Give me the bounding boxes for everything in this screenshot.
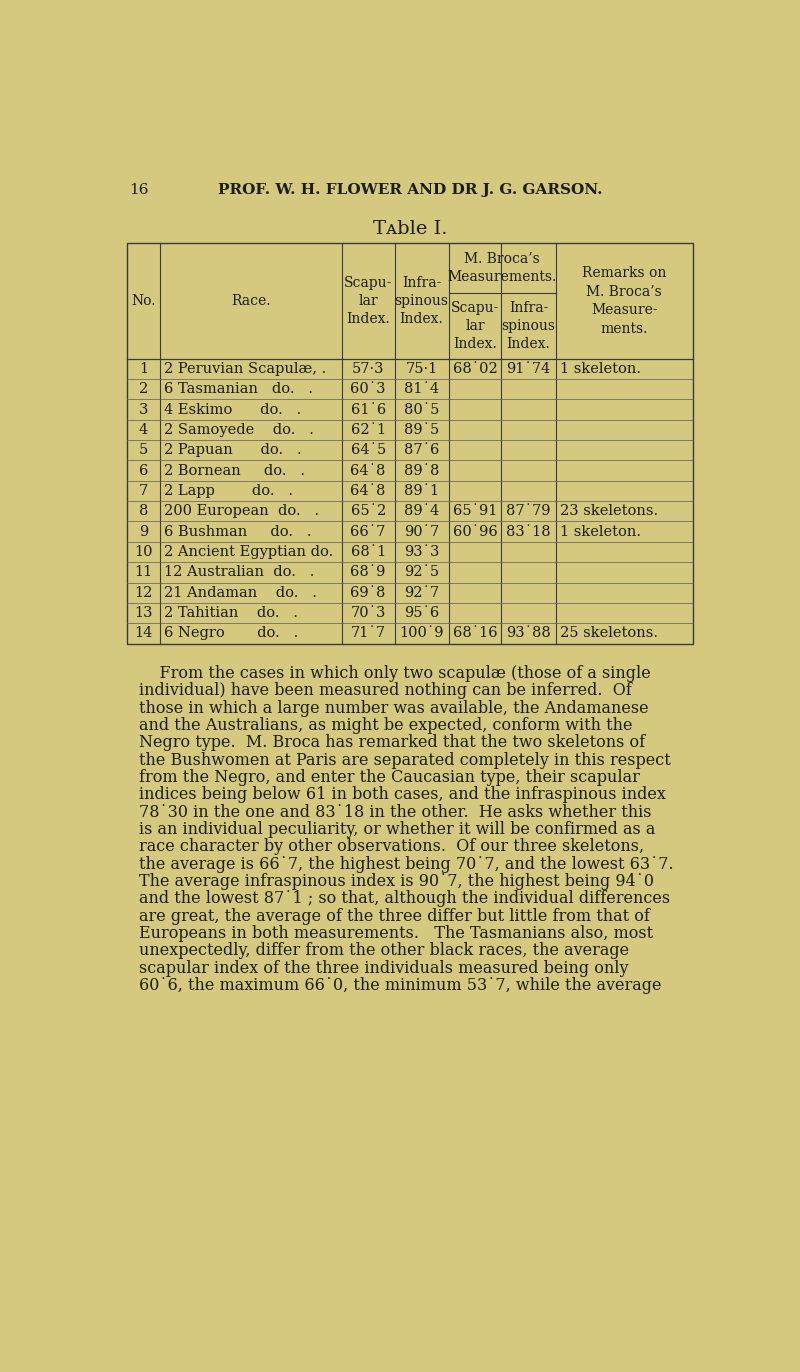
Text: 9: 9 bbox=[138, 524, 148, 539]
Text: 62˙1: 62˙1 bbox=[350, 423, 386, 436]
Text: 11: 11 bbox=[134, 565, 153, 579]
Text: 5: 5 bbox=[138, 443, 148, 457]
Text: race character by other observations.  Of our three skeletons,: race character by other observations. Of… bbox=[138, 838, 644, 855]
Text: 66˙7: 66˙7 bbox=[350, 524, 386, 539]
Text: 75·1: 75·1 bbox=[406, 362, 438, 376]
Text: 68˙9: 68˙9 bbox=[350, 565, 386, 579]
Text: 2 Tahitian    do.   .: 2 Tahitian do. . bbox=[163, 606, 298, 620]
Text: 60˙6, the maximum 66˙0, the minimum 53˙7, while the average: 60˙6, the maximum 66˙0, the minimum 53˙7… bbox=[138, 977, 662, 993]
Text: 64˙5: 64˙5 bbox=[350, 443, 386, 457]
Text: No.: No. bbox=[131, 294, 156, 307]
Text: 69˙8: 69˙8 bbox=[350, 586, 386, 600]
Text: 6 Bushman     do.   .: 6 Bushman do. . bbox=[163, 524, 311, 539]
Text: 65˙91: 65˙91 bbox=[453, 505, 498, 519]
Text: 92˙7: 92˙7 bbox=[404, 586, 439, 600]
Text: 3: 3 bbox=[138, 402, 148, 417]
Text: 89˙5: 89˙5 bbox=[404, 423, 439, 436]
Text: scapular index of the three individuals measured being only: scapular index of the three individuals … bbox=[138, 959, 628, 977]
Text: indices being below 61 in both cases, and the infraspinous index: indices being below 61 in both cases, an… bbox=[138, 786, 666, 804]
Text: 60˙3: 60˙3 bbox=[350, 383, 386, 397]
Text: 89˙4: 89˙4 bbox=[404, 505, 439, 519]
Text: 6: 6 bbox=[138, 464, 148, 477]
Text: 61˙6: 61˙6 bbox=[350, 402, 386, 417]
Text: 2 Samoyede    do.   .: 2 Samoyede do. . bbox=[163, 423, 314, 436]
Text: Infra-
spinous
Index.: Infra- spinous Index. bbox=[394, 276, 449, 327]
Text: 12 Australian  do.   .: 12 Australian do. . bbox=[163, 565, 314, 579]
Text: 200 European  do.   .: 200 European do. . bbox=[163, 505, 318, 519]
Text: 57·3: 57·3 bbox=[352, 362, 385, 376]
Text: 1: 1 bbox=[139, 362, 148, 376]
Text: Remarks on
M. Broca’s
Measure-
ments.: Remarks on M. Broca’s Measure- ments. bbox=[582, 266, 666, 336]
Text: 87˙6: 87˙6 bbox=[404, 443, 439, 457]
Text: 6 Tasmanian   do.   .: 6 Tasmanian do. . bbox=[163, 383, 313, 397]
Text: 87˙79: 87˙79 bbox=[506, 505, 551, 519]
Text: Infra-
spinous
Index.: Infra- spinous Index. bbox=[502, 300, 555, 351]
Text: 65˙2: 65˙2 bbox=[350, 505, 386, 519]
Text: PROF. W. H. FLOWER AND DR J. G. GARSON.: PROF. W. H. FLOWER AND DR J. G. GARSON. bbox=[218, 182, 602, 198]
Text: 4: 4 bbox=[138, 423, 148, 436]
Text: 1 skeleton.: 1 skeleton. bbox=[559, 362, 641, 376]
Text: 25 skeletons.: 25 skeletons. bbox=[559, 627, 658, 641]
Text: 14: 14 bbox=[134, 627, 153, 641]
Text: the average is 66˙7, the highest being 70˙7, and the lowest 63˙7.: the average is 66˙7, the highest being 7… bbox=[138, 856, 674, 873]
Text: and the Australians, as might be expected, conform with the: and the Australians, as might be expecte… bbox=[138, 718, 632, 734]
Text: 12: 12 bbox=[134, 586, 153, 600]
Text: 7: 7 bbox=[138, 484, 148, 498]
Text: 13: 13 bbox=[134, 606, 153, 620]
Text: are great, the average of the three differ but little from that of: are great, the average of the three diff… bbox=[138, 908, 650, 925]
Text: 2 Ancient Egyptian do.: 2 Ancient Egyptian do. bbox=[163, 545, 333, 558]
Text: The average infraspinous index is 90˙7, the highest being 94˙0: The average infraspinous index is 90˙7, … bbox=[138, 873, 654, 890]
Text: 95˙6: 95˙6 bbox=[404, 606, 439, 620]
Text: 6 Negro       do.   .: 6 Negro do. . bbox=[163, 627, 298, 641]
Text: 68˙1: 68˙1 bbox=[350, 545, 386, 558]
Text: 2 Lapp        do.   .: 2 Lapp do. . bbox=[163, 484, 293, 498]
Text: 100˙9: 100˙9 bbox=[399, 627, 444, 641]
Text: 89˙1: 89˙1 bbox=[404, 484, 439, 498]
Text: those in which a large number was available, the Andamanese: those in which a large number was availa… bbox=[138, 700, 648, 716]
Text: unexpectedly, differ from the other black races, the average: unexpectedly, differ from the other blac… bbox=[138, 943, 629, 959]
Text: Scapu-
lar
Index.: Scapu- lar Index. bbox=[344, 276, 392, 327]
Text: 16: 16 bbox=[130, 182, 149, 198]
Text: 21 Andaman    do.   .: 21 Andaman do. . bbox=[163, 586, 317, 600]
Text: 10: 10 bbox=[134, 545, 153, 558]
Text: 83˙18: 83˙18 bbox=[506, 524, 551, 539]
Text: Negro type.  M. Broca has remarked that the two skeletons of: Negro type. M. Broca has remarked that t… bbox=[138, 734, 645, 752]
Text: 92˙5: 92˙5 bbox=[404, 565, 439, 579]
Text: 80˙5: 80˙5 bbox=[404, 402, 439, 417]
Text: 89˙8: 89˙8 bbox=[404, 464, 439, 477]
Text: 78˙30 in the one and 83˙18 in the other.  He asks whether this: 78˙30 in the one and 83˙18 in the other.… bbox=[138, 804, 651, 820]
Text: 60˙96: 60˙96 bbox=[453, 524, 498, 539]
Text: and the lowest 87˙1 ; so that, although the individual differences: and the lowest 87˙1 ; so that, although … bbox=[138, 890, 670, 907]
Text: From the cases in which only two scapulæ (those of a single: From the cases in which only two scapulæ… bbox=[138, 665, 650, 682]
Text: 90˙7: 90˙7 bbox=[404, 524, 439, 539]
Text: 2 Papuan      do.   .: 2 Papuan do. . bbox=[163, 443, 301, 457]
Text: 64˙8: 64˙8 bbox=[350, 464, 386, 477]
Text: Tᴀble I.: Tᴀble I. bbox=[373, 220, 447, 239]
Text: is an individual peculiarity, or whether it will be confirmed as a: is an individual peculiarity, or whether… bbox=[138, 820, 655, 838]
Bar bbox=[127, 243, 693, 643]
Text: 4 Eskimo      do.   .: 4 Eskimo do. . bbox=[163, 402, 301, 417]
Text: 2: 2 bbox=[138, 383, 148, 397]
Text: from the Negro, and enter the Caucasian type, their scapular: from the Negro, and enter the Caucasian … bbox=[138, 770, 640, 786]
Text: 2 Peruvian Scapulæ, .: 2 Peruvian Scapulæ, . bbox=[163, 362, 326, 376]
Text: Race.: Race. bbox=[231, 294, 270, 307]
Text: M. Broca’s
Measurements.: M. Broca’s Measurements. bbox=[448, 252, 557, 284]
Text: 64˙8: 64˙8 bbox=[350, 484, 386, 498]
Text: 68˙16: 68˙16 bbox=[453, 627, 498, 641]
Text: 70˙3: 70˙3 bbox=[350, 606, 386, 620]
Text: 8: 8 bbox=[138, 505, 148, 519]
Text: 93˙88: 93˙88 bbox=[506, 627, 551, 641]
Text: Scapu-
lar
Index.: Scapu- lar Index. bbox=[451, 300, 499, 351]
Text: 91˙74: 91˙74 bbox=[506, 362, 550, 376]
Text: 23 skeletons.: 23 skeletons. bbox=[559, 505, 658, 519]
Text: 2 Bornean     do.   .: 2 Bornean do. . bbox=[163, 464, 305, 477]
Text: the Bushwomen at Paris are separated completely in this respect: the Bushwomen at Paris are separated com… bbox=[138, 752, 670, 768]
Text: 1 skeleton.: 1 skeleton. bbox=[559, 524, 641, 539]
Text: Europeans in both measurements.   The Tasmanians also, most: Europeans in both measurements. The Tasm… bbox=[138, 925, 653, 943]
Text: 81˙4: 81˙4 bbox=[404, 383, 439, 397]
Text: individual) have been measured nothing can be inferred.  Of: individual) have been measured nothing c… bbox=[138, 682, 631, 700]
Text: 68˙02: 68˙02 bbox=[453, 362, 498, 376]
Text: 93˙3: 93˙3 bbox=[404, 545, 439, 558]
Text: 71˙7: 71˙7 bbox=[350, 627, 386, 641]
